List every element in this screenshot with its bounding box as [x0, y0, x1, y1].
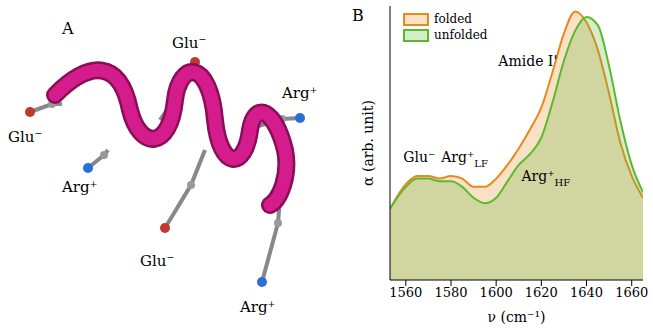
- svg-text:1620: 1620: [525, 285, 558, 300]
- svg-text:1600: 1600: [480, 285, 513, 300]
- svg-text:Arg⁺: Arg⁺: [281, 84, 318, 102]
- svg-text:Arg⁺: Arg⁺: [239, 298, 276, 316]
- svg-text:Glu⁻: Glu⁻: [172, 34, 206, 52]
- svg-text:Glu⁻: Glu⁻: [403, 149, 435, 165]
- svg-text:Amide I': Amide I': [497, 53, 557, 69]
- svg-text:Arg⁺LF: Arg⁺LF: [440, 149, 488, 169]
- svg-text:A: A: [61, 19, 74, 38]
- svg-text:1640: 1640: [570, 285, 603, 300]
- svg-text:1580: 1580: [434, 285, 467, 300]
- svg-text:α (arb. unit): α (arb. unit): [360, 100, 376, 186]
- svg-text:Arg⁺HF: Arg⁺HF: [520, 168, 570, 188]
- svg-text:Glu⁻: Glu⁻: [8, 128, 42, 146]
- svg-text:Arg⁺: Arg⁺: [61, 178, 98, 196]
- svg-text:1560: 1560: [389, 285, 422, 300]
- svg-text:1660: 1660: [615, 285, 648, 300]
- html-text:B: B: [352, 6, 364, 25]
- html-text:unfolded: unfolded: [434, 28, 488, 42]
- svg-text:Glu⁻: Glu⁻: [140, 252, 174, 270]
- svg-text:ν (cm⁻¹): ν (cm⁻¹): [487, 309, 545, 325]
- html-text:folded: folded: [434, 12, 472, 26]
